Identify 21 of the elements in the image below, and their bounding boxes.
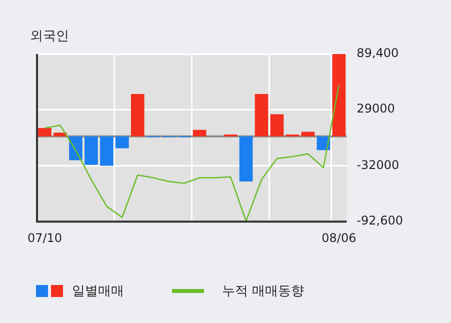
legend-label: 누적 매매동향 [222, 283, 304, 300]
chart-title: 외국인 [30, 28, 69, 45]
bar [192, 130, 206, 136]
bar [100, 136, 114, 166]
bar [239, 136, 253, 182]
y-tick-label: 29000 [356, 102, 395, 116]
y-tick-label: 89,400 [356, 46, 399, 60]
x-tick-label: 07/10 [27, 230, 62, 245]
bar [69, 136, 82, 160]
bar [84, 136, 98, 165]
bar [270, 114, 284, 136]
bar [116, 136, 129, 148]
y-tick-label: -32000 [356, 158, 400, 172]
legend-label: 일별매매 [72, 283, 124, 300]
bar [38, 128, 52, 136]
bar [301, 132, 315, 136]
bar [254, 94, 268, 136]
bar [130, 94, 144, 136]
y-tick-label: -92,600 [356, 214, 404, 228]
x-tick-label: 08/06 [322, 230, 356, 245]
bar [332, 54, 346, 136]
